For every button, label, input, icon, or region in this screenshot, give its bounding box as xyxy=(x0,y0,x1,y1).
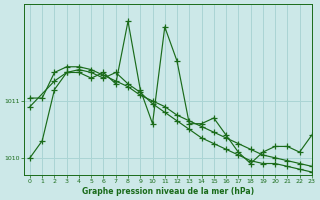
X-axis label: Graphe pression niveau de la mer (hPa): Graphe pression niveau de la mer (hPa) xyxy=(82,187,254,196)
